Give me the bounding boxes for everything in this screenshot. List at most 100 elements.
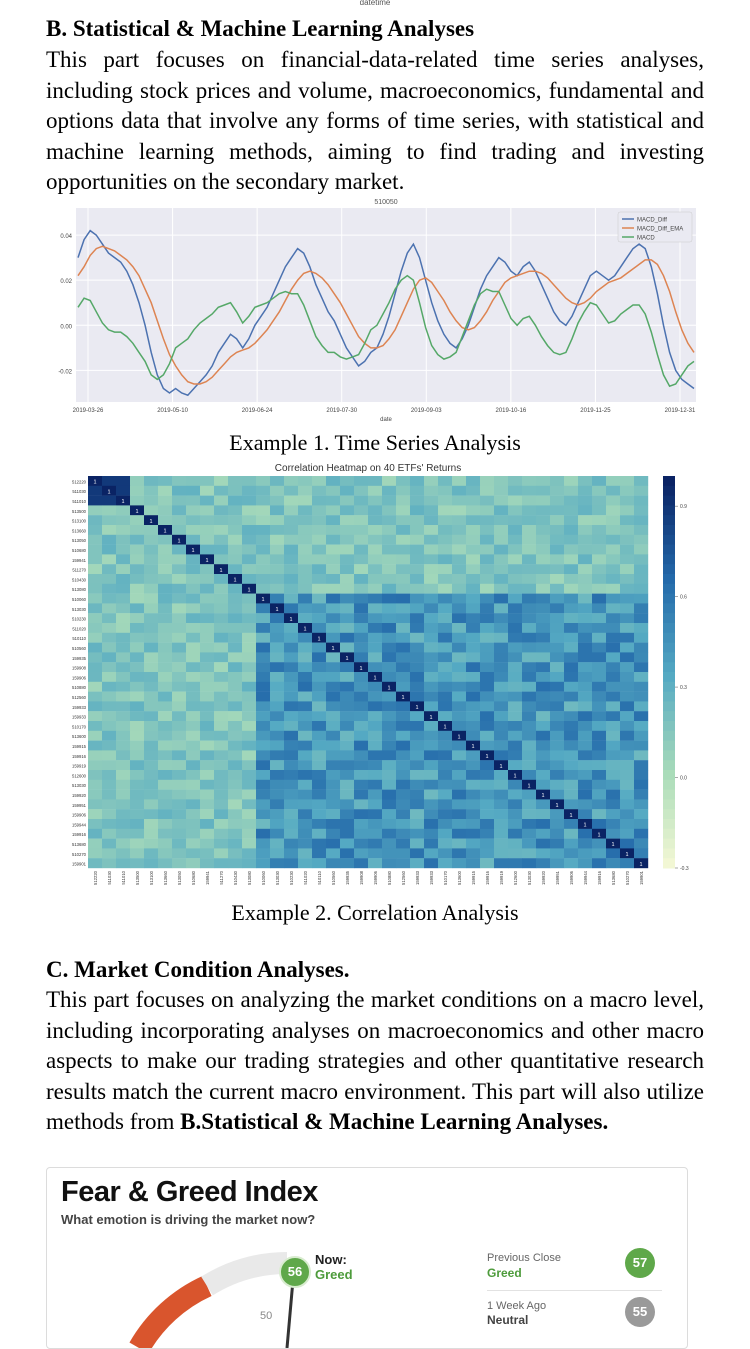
- heatmap-cell: [340, 711, 355, 722]
- heatmap-cell: [284, 721, 299, 731]
- heatmap-cell: [144, 838, 159, 849]
- heatmap-cell: [284, 848, 299, 859]
- heatmap-cell: [186, 476, 201, 486]
- heatmap-cell: [564, 652, 579, 663]
- heatmap-cell: [410, 613, 425, 624]
- heatmap-cell: [88, 672, 103, 682]
- heatmap-cell: [144, 603, 159, 614]
- heatmap-cell: [368, 681, 383, 692]
- heatmap-cell: [466, 534, 481, 545]
- heatmap-cell: [382, 672, 397, 682]
- heatmap-cell: [634, 721, 649, 731]
- heatmap-cell: [508, 701, 523, 712]
- heatmap-cell: [550, 730, 565, 741]
- heatmap-cell: [438, 858, 453, 869]
- heatmap-cell: [424, 505, 439, 516]
- heatmap-cell: [606, 691, 621, 702]
- heatmap-cell: [172, 505, 187, 516]
- heatmap-cell: [214, 770, 229, 780]
- heatmap-row-label: 510270: [72, 852, 87, 857]
- heatmap-cell: [368, 721, 383, 731]
- heatmap-cell: [354, 534, 369, 545]
- heatmap-cell: [256, 534, 271, 545]
- heatmap-cell: [354, 564, 369, 575]
- series-line-macd: [77, 274, 695, 388]
- heatmap-cell: [298, 623, 313, 633]
- heatmap-cell: [620, 760, 635, 771]
- heatmap-cell: [466, 819, 481, 829]
- heatmap-cell: [270, 828, 285, 839]
- heatmap-cell: [242, 476, 257, 486]
- heatmap-cell: [368, 819, 383, 829]
- heatmap-cell: [256, 789, 271, 800]
- heatmap-cell: [368, 711, 383, 722]
- heatmap-cell: [466, 672, 481, 682]
- heatmap-cell: [606, 799, 621, 810]
- heatmap-cell: [438, 711, 453, 722]
- heatmap-cell: [522, 583, 537, 594]
- heatmap-cell: [536, 642, 551, 653]
- heatmap-cell: [564, 770, 579, 780]
- heatmap-cell: [298, 770, 313, 780]
- heatmap-cell: [606, 711, 621, 722]
- heatmap-cell: [298, 603, 313, 614]
- diagonal-value: 1: [443, 725, 446, 731]
- heatmap-cell: [298, 505, 313, 516]
- heatmap-cell: [354, 721, 369, 731]
- heatmap-cell: [200, 779, 215, 790]
- heatmap-cell: [270, 809, 285, 820]
- colorbar-segment: [663, 583, 675, 595]
- heatmap-cell: [620, 525, 635, 535]
- heatmap-row-label: 511020: [72, 626, 86, 631]
- heatmap-cell: [480, 721, 495, 731]
- heatmap-cell: [424, 779, 439, 790]
- heatmap-cell: [186, 789, 201, 800]
- heatmap-cell: [270, 476, 285, 486]
- heatmap-cell: [382, 534, 397, 545]
- heatmap-cell: [116, 652, 131, 663]
- heatmap-cell: [424, 740, 439, 751]
- heatmap-cell: [88, 476, 103, 486]
- heatmap-cell: [452, 681, 467, 692]
- colorbar-segment: [663, 770, 675, 781]
- heatmap-cell: [312, 809, 327, 820]
- heatmap-cell: [116, 779, 131, 790]
- heatmap-cell: [466, 691, 481, 702]
- heatmap-cell: [620, 603, 635, 614]
- heatmap-cell: [172, 652, 187, 663]
- heatmap-cell: [382, 858, 397, 869]
- heatmap-cell: [396, 603, 411, 614]
- heatmap-cell: [340, 789, 355, 800]
- heatmap-cell: [158, 574, 173, 584]
- heatmap-cell: [284, 760, 299, 771]
- heatmap-cell: [186, 534, 201, 545]
- heatmap-cell: [578, 662, 593, 673]
- heatmap-cell: [116, 828, 131, 839]
- heatmap-cell: [200, 662, 215, 673]
- heatmap-cell: [578, 623, 593, 633]
- heatmap-cell: [242, 799, 257, 810]
- diagonal-value: 1: [345, 656, 348, 662]
- heatmap-cell: [298, 662, 313, 673]
- heatmap-cell: [410, 819, 425, 829]
- heatmap-cell: [200, 574, 215, 584]
- heatmap-cell: [522, 554, 537, 565]
- heatmap-cell: [634, 848, 649, 859]
- heatmap-cell: [186, 485, 201, 496]
- heatmap-cell: [550, 858, 565, 869]
- heatmap-cell: [326, 662, 341, 673]
- colorbar-segment: [663, 809, 675, 820]
- heatmap-cell: [144, 505, 159, 516]
- heatmap-cell: [452, 534, 467, 545]
- heatmap-cell: [228, 593, 243, 604]
- heatmap-cell: [88, 485, 103, 496]
- heatmap-cell: [144, 662, 159, 673]
- heatmap-cell: [396, 662, 411, 673]
- heatmap-cell: [326, 681, 341, 692]
- heatmap-cell: [340, 819, 355, 829]
- heatmap-cell: [214, 701, 229, 712]
- heatmap-cell: [172, 603, 187, 614]
- section-c-body: This part focuses on analyzing the marke…: [46, 985, 704, 1138]
- heatmap-cell: [326, 789, 341, 800]
- heatmap-cell: [284, 799, 299, 810]
